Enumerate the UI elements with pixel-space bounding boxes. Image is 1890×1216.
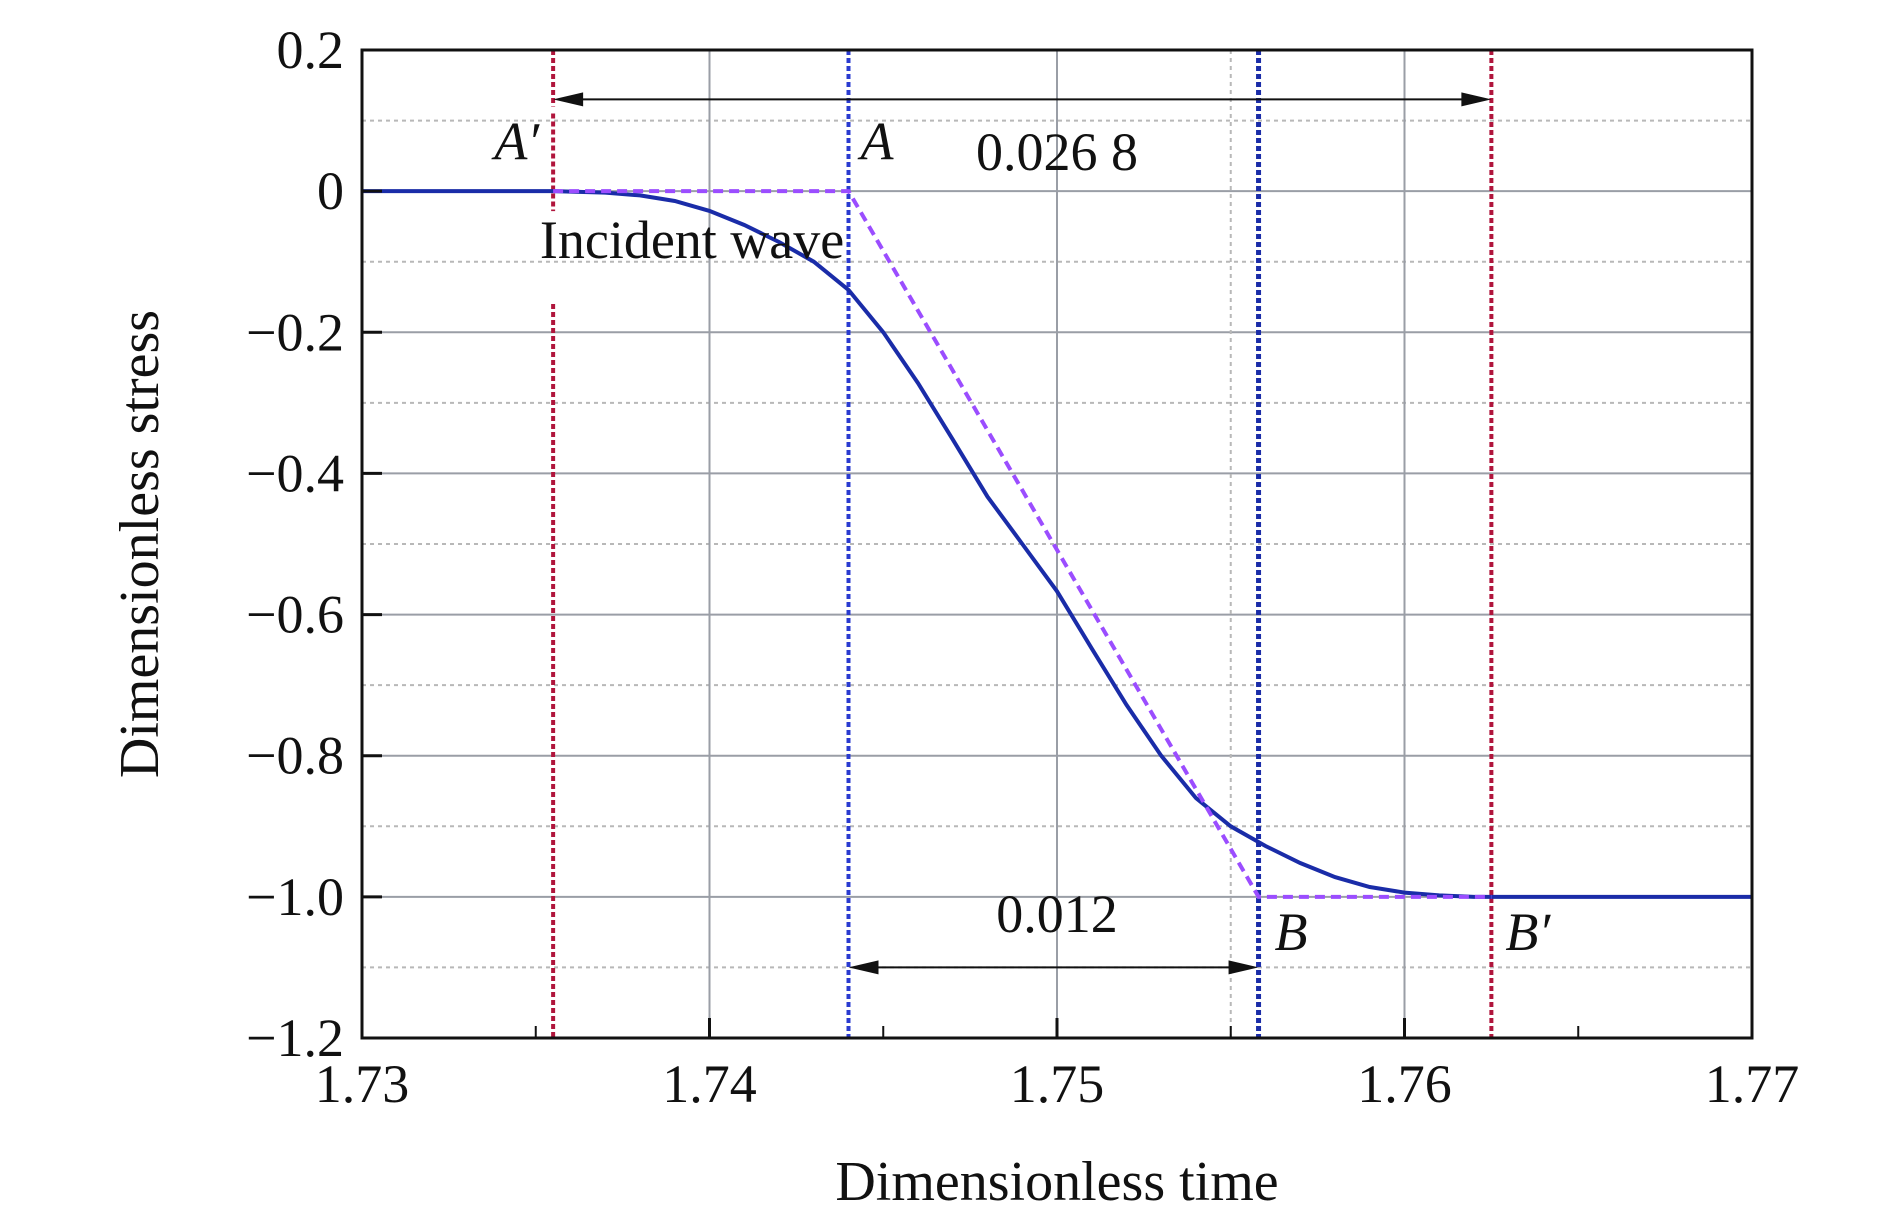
point-label-b-prime: B′ — [1505, 902, 1551, 962]
y-tick-label: −0.2 — [246, 302, 344, 362]
x-tick-label: 1.76 — [1357, 1054, 1452, 1114]
y-tick-label: −0.4 — [246, 443, 344, 503]
y-axis-label: Dimensionless stress — [109, 310, 171, 778]
incident-wave-label: Incident wave — [540, 210, 844, 270]
series-line-solid — [362, 189, 1752, 899]
dimension-label-0012: 0.012 — [996, 884, 1118, 944]
point-label-b: B — [1275, 902, 1308, 962]
point-label-a-prime: A′ — [491, 111, 540, 171]
dimension-arrow-0268-arrowhead-right — [1461, 92, 1492, 107]
series-line-dashed — [553, 189, 1492, 899]
point-label-a: A — [858, 111, 895, 171]
dimension-arrow-0012-arrowhead-left — [848, 960, 879, 975]
dimension-arrow-0012-arrowhead-right — [1228, 960, 1259, 975]
y-tick-label: −0.6 — [246, 585, 344, 645]
x-tick-label: 1.77 — [1705, 1054, 1800, 1114]
marker-layer — [551, 50, 1494, 1038]
x-axis-label: Dimensionless time — [835, 1151, 1278, 1213]
y-tick-label: 0 — [317, 161, 344, 221]
y-tick-label: −1.0 — [246, 867, 344, 927]
y-tick-label: −1.2 — [246, 1008, 344, 1068]
x-tick-label: 1.73 — [315, 1054, 410, 1114]
x-tick-label: 1.74 — [662, 1054, 757, 1114]
dimension-arrow-0268-arrowhead-left — [553, 92, 584, 107]
dimension-label-0268: 0.026 8 — [976, 122, 1138, 182]
grid-layer — [362, 50, 1752, 1038]
series-layer — [362, 189, 1752, 899]
y-tick-label: −0.8 — [246, 726, 344, 786]
tick-layer: 1.73 1.74 1.75 1.76 1.77 0.2 0 −0.2 −0.4 −0.6 −0.8… — [246, 20, 1799, 1114]
y-tick-label: 0.2 — [277, 20, 345, 80]
x-tick-label: 1.75 — [1010, 1054, 1105, 1114]
